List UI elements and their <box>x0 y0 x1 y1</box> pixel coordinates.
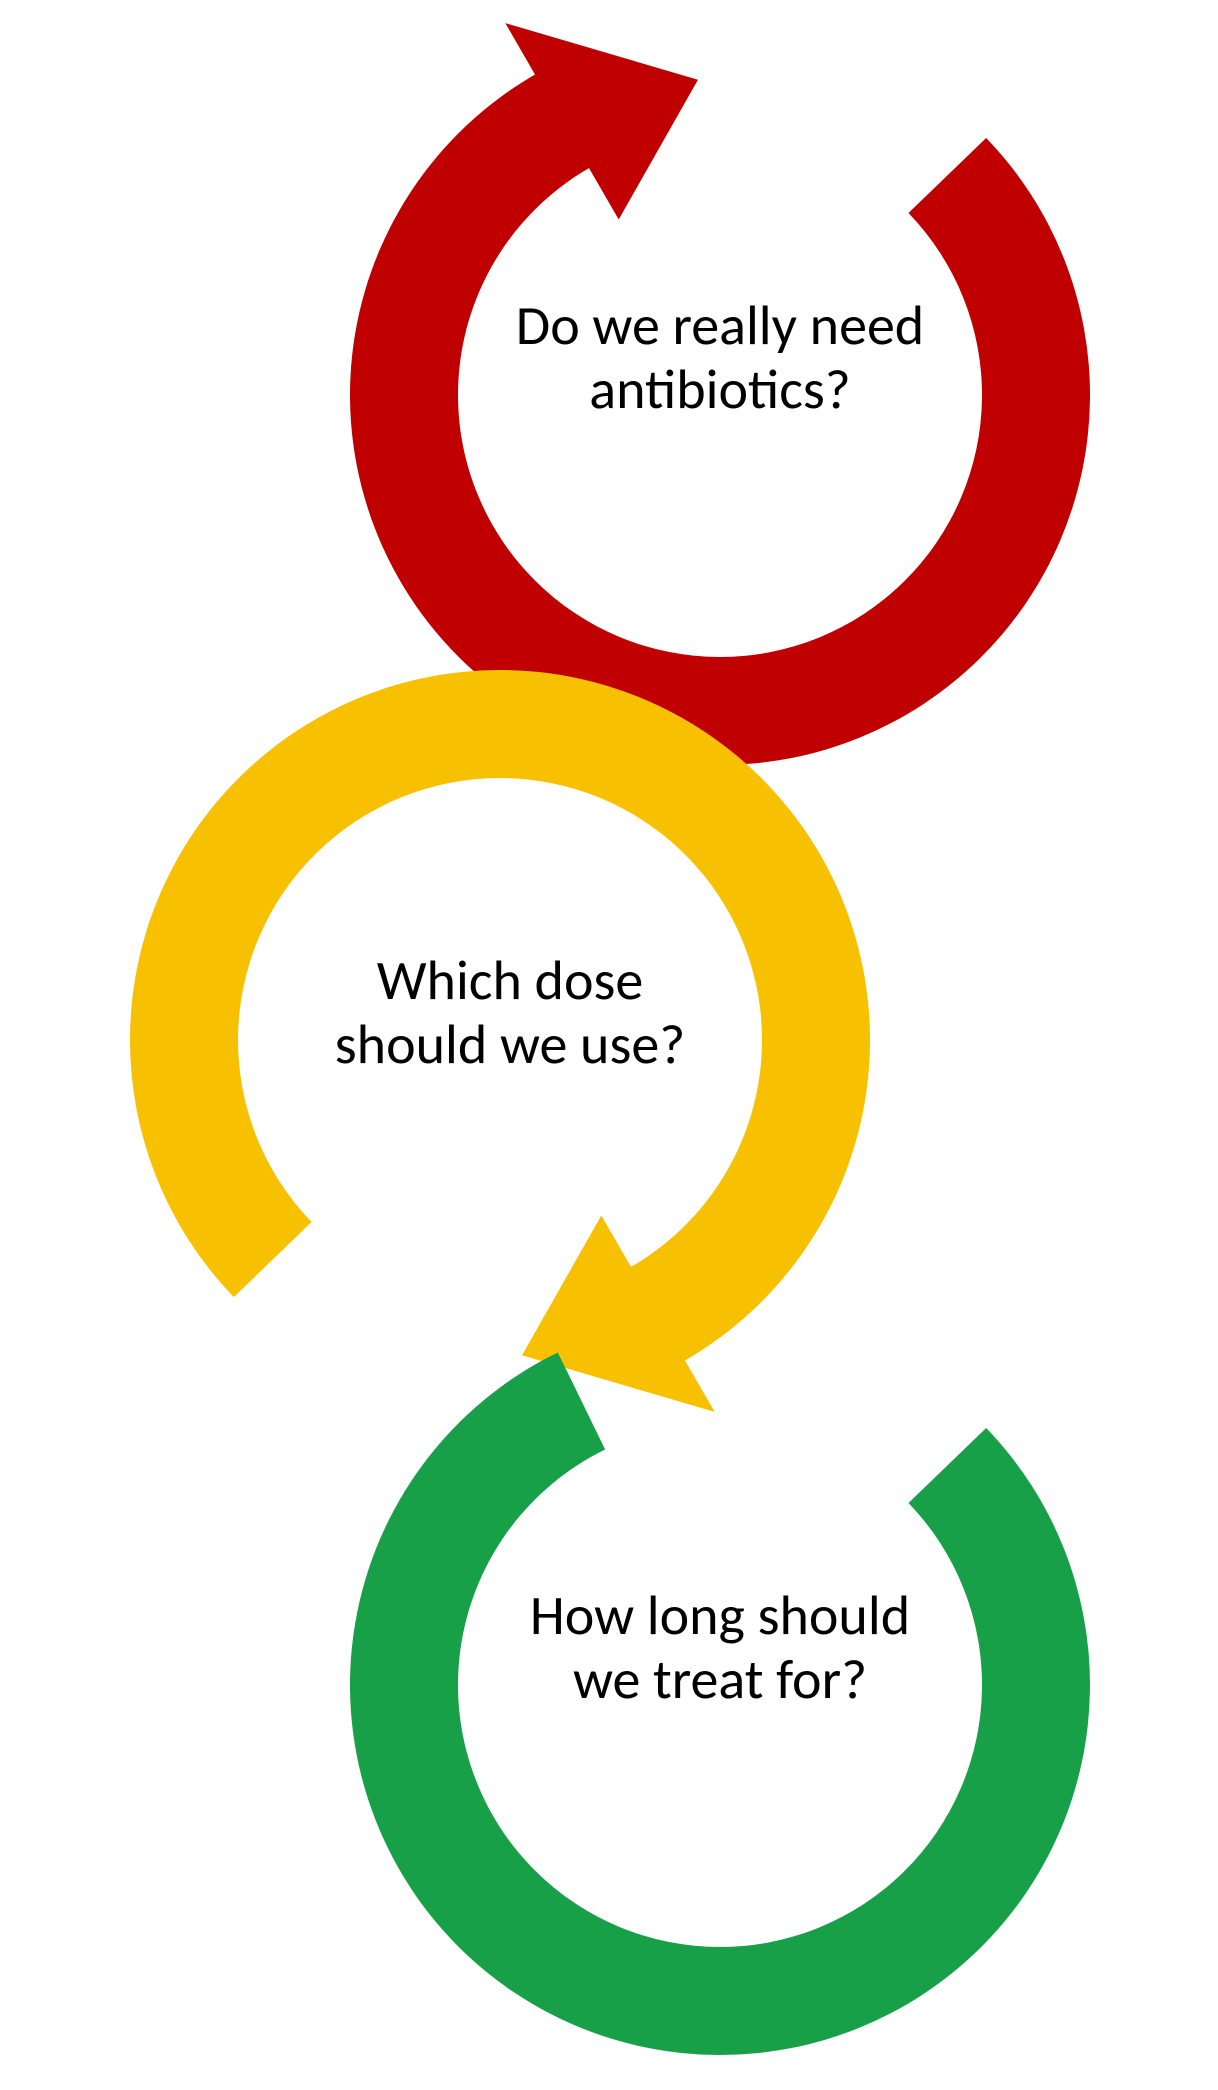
arc-red-label-line2: antibiotics? <box>440 358 1000 422</box>
arc-yellow-label: Which doseshould we use? <box>260 949 760 1078</box>
diagram-stage: Do we really needantibiotics? Which doses… <box>0 0 1218 2085</box>
arc-red-label: Do we really needantibiotics? <box>440 294 1000 423</box>
arc-yellow-label-line1: Which dose <box>260 949 760 1013</box>
arc-green-label-line2: we treat for? <box>440 1648 1000 1712</box>
arc-green-label-line1: How long should <box>440 1584 1000 1648</box>
arc-red-label-line1: Do we really need <box>440 294 1000 358</box>
arc-green-label: How long shouldwe treat for? <box>440 1584 1000 1713</box>
arc-yellow-label-line2: should we use? <box>260 1013 760 1077</box>
